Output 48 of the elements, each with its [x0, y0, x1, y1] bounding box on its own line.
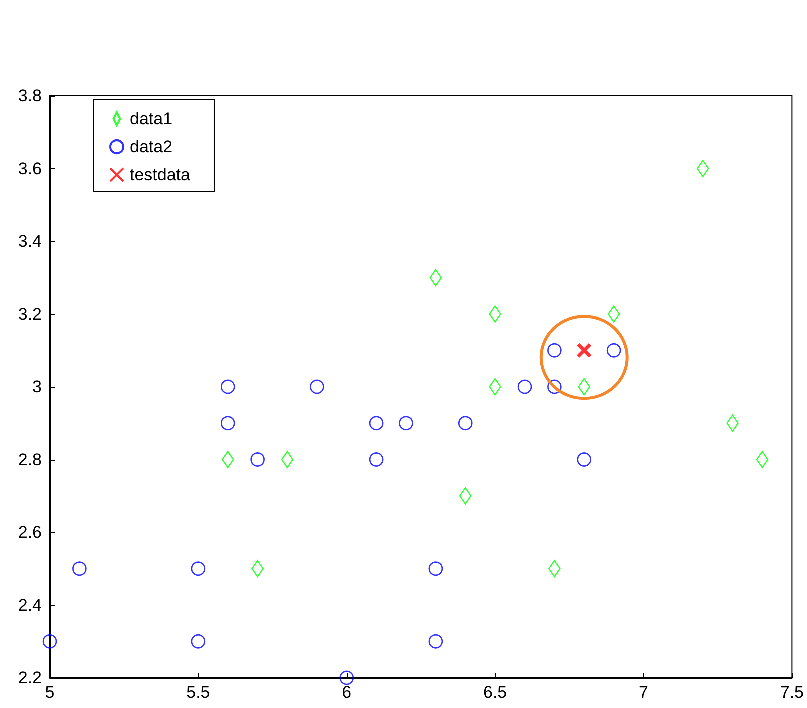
point — [220, 416, 236, 431]
legend-label: data2 — [130, 138, 173, 156]
point — [756, 451, 769, 468]
y-tick-label: 2.6 — [18, 523, 42, 542]
y-tick-label: 3 — [32, 378, 42, 396]
y-tick-label: 2.8 — [18, 450, 42, 470]
x-tick-label: 7.5 — [780, 683, 804, 702]
x-tick-label: 5 — [45, 683, 55, 702]
point — [578, 378, 591, 396]
y-tick-label: 3.2 — [18, 304, 42, 324]
point — [548, 380, 562, 394]
point — [42, 634, 58, 649]
point — [310, 380, 324, 394]
point — [458, 416, 473, 431]
point — [369, 416, 384, 431]
y-tick-label: 2.4 — [18, 596, 42, 615]
point — [369, 452, 384, 467]
point — [430, 269, 442, 287]
x-tick-label: 5.5 — [186, 683, 210, 702]
point — [577, 452, 592, 467]
y-tick-label: 3.8 — [18, 86, 42, 106]
y-tick-label: 3.4 — [18, 232, 42, 251]
point — [222, 451, 234, 468]
point — [220, 380, 236, 394]
legend-label: testdata — [130, 166, 192, 184]
point — [518, 380, 532, 394]
point — [606, 343, 622, 358]
point — [191, 634, 206, 649]
point — [399, 416, 414, 431]
x-tick-label: 6.5 — [483, 683, 508, 702]
x-tick-label: 7 — [639, 683, 648, 702]
point — [191, 562, 206, 576]
point — [72, 562, 87, 576]
point — [340, 670, 354, 686]
point — [428, 562, 444, 576]
point — [250, 452, 265, 467]
point — [489, 306, 502, 323]
point — [548, 343, 562, 358]
y-tick-label: 2.2 — [18, 668, 42, 688]
point — [696, 160, 710, 178]
point — [576, 342, 592, 358]
y-tick-label: 3.6 — [18, 159, 42, 178]
point — [608, 306, 620, 323]
point — [459, 487, 472, 505]
point — [281, 451, 294, 468]
point — [428, 634, 444, 649]
legend-label: data1 — [130, 110, 173, 128]
x-tick-label: 6 — [342, 683, 352, 702]
